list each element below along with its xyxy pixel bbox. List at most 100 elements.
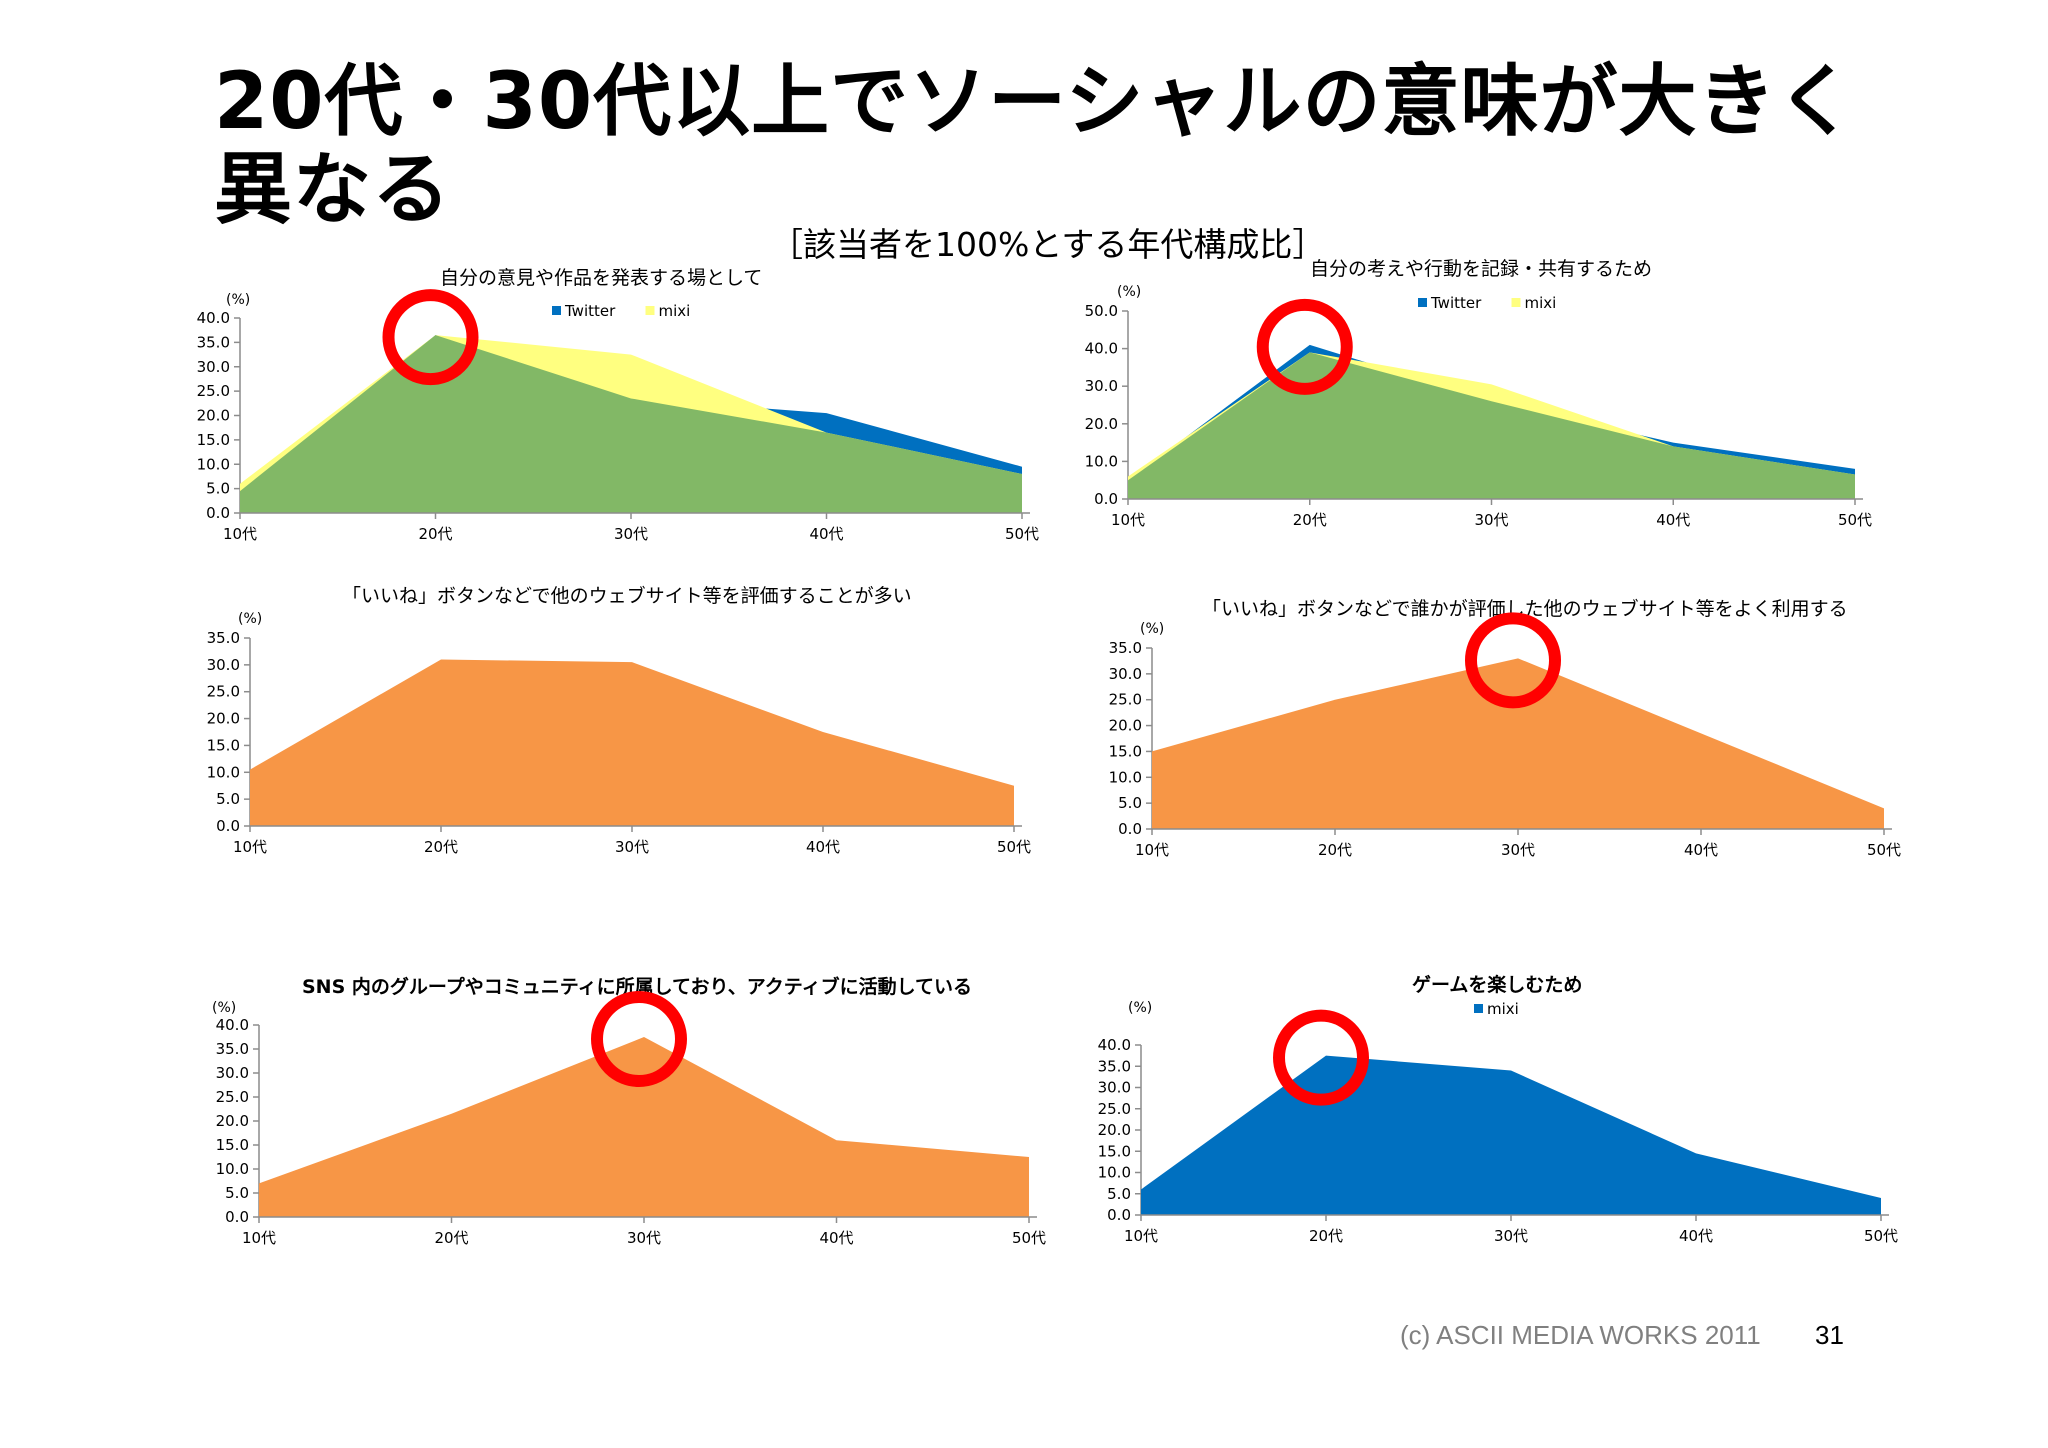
- legend-label: mixi: [1525, 294, 1557, 312]
- x-tick-label: 40代: [819, 1229, 853, 1247]
- x-tick-label: 10代: [1135, 841, 1169, 859]
- y-tick-label: 20.0: [1109, 717, 1142, 735]
- x-tick-label: 30代: [614, 525, 648, 543]
- y-tick-label: 35.0: [207, 629, 240, 647]
- legend-label: Twitter: [564, 302, 616, 320]
- y-tick-label: 25.0: [197, 382, 230, 400]
- x-tick-label: 10代: [223, 525, 257, 543]
- x-tick-label: 30代: [1501, 841, 1535, 859]
- highlight-circle: [1273, 1009, 1369, 1106]
- legend-swatch: [1474, 1004, 1483, 1013]
- footer-copyright: (c) ASCII MEDIA WORKS 2011: [1400, 1320, 1761, 1350]
- y-tick-label: 25.0: [216, 1088, 249, 1106]
- x-tick-label: 40代: [1656, 511, 1690, 529]
- x-tick-label: 40代: [809, 525, 843, 543]
- y-tick-label: 40.0: [1098, 1036, 1131, 1054]
- y-tick-label: 35.0: [216, 1040, 249, 1058]
- x-tick-label: 40代: [1684, 841, 1718, 859]
- x-tick-label: 30代: [627, 1229, 661, 1247]
- legend-swatch: [1511, 298, 1521, 307]
- chart-4-title: 「いいね」ボタンなどで誰かが評価した他のウェブサイト等をよく利用する: [1202, 598, 1848, 620]
- y-tick-label: 5.0: [206, 480, 230, 498]
- unit-label: (%): [212, 1000, 236, 1016]
- y-tick-label: 50.0: [1085, 302, 1118, 320]
- highlight-circle: [1256, 298, 1353, 395]
- y-tick-label: 0.0: [1094, 490, 1118, 508]
- y-tick-label: 20.0: [207, 710, 240, 728]
- unit-label: (%): [1128, 1000, 1152, 1016]
- unit-label: (%): [238, 611, 262, 627]
- x-tick-label: 40代: [1679, 1227, 1713, 1245]
- y-tick-label: 10.0: [207, 763, 240, 781]
- y-tick-label: 0.0: [1118, 820, 1142, 838]
- page-number: 31: [1815, 1320, 1844, 1350]
- y-tick-label: 40.0: [1085, 340, 1118, 358]
- y-tick-label: 40.0: [197, 309, 230, 327]
- y-tick-label: 30.0: [197, 358, 230, 376]
- y-tick-label: 15.0: [207, 736, 240, 754]
- y-tick-label: 25.0: [207, 683, 240, 701]
- y-tick-label: 20.0: [216, 1112, 249, 1130]
- highlight-circle: [1465, 612, 1561, 709]
- y-tick-label: 30.0: [1109, 665, 1142, 683]
- chart-5-title: SNS 内のグループやコミュニティに所属しており、アクティブに活動している: [302, 976, 973, 998]
- y-tick-label: 20.0: [197, 407, 230, 425]
- highlight-circle: [382, 289, 479, 386]
- y-tick-label: 15.0: [216, 1136, 249, 1154]
- y-tick-label: 5.0: [1107, 1185, 1131, 1203]
- area-series: [1141, 1055, 1881, 1215]
- y-tick-label: 5.0: [225, 1184, 249, 1202]
- x-tick-label: 10代: [1124, 1227, 1158, 1245]
- legend-label: mixi: [659, 302, 691, 320]
- x-tick-label: 40代: [806, 838, 840, 856]
- y-tick-label: 5.0: [1118, 794, 1142, 812]
- y-tick-label: 35.0: [1098, 1057, 1131, 1075]
- y-tick-label: 40.0: [216, 1016, 249, 1034]
- y-tick-label: 0.0: [1107, 1206, 1131, 1224]
- y-tick-label: 20.0: [1098, 1121, 1131, 1139]
- legend-label: mixi: [1487, 1000, 1519, 1018]
- legend-swatch: [645, 306, 655, 315]
- y-tick-label: 10.0: [216, 1160, 249, 1178]
- y-tick-label: 15.0: [197, 431, 230, 449]
- x-tick-label: 30代: [615, 838, 649, 856]
- y-tick-label: 15.0: [1098, 1142, 1131, 1160]
- x-tick-label: 10代: [1111, 511, 1145, 529]
- area-series: [250, 659, 1014, 826]
- y-tick-label: 15.0: [1109, 742, 1142, 760]
- chart-2-title: 自分の考えや行動を記録・共有するため: [1310, 258, 1653, 280]
- x-tick-label: 50代: [997, 838, 1031, 856]
- area-series: [1152, 658, 1884, 829]
- unit-label: (%): [1140, 621, 1164, 637]
- y-tick-label: 30.0: [1085, 377, 1118, 395]
- legend-label: Twitter: [1430, 294, 1482, 312]
- x-tick-label: 50代: [1012, 1229, 1046, 1247]
- x-tick-label: 20代: [424, 838, 458, 856]
- y-tick-label: 30.0: [216, 1064, 249, 1082]
- y-tick-label: 10.0: [1109, 768, 1142, 786]
- x-tick-label: 30代: [1494, 1227, 1528, 1245]
- y-tick-label: 10.0: [1085, 452, 1118, 470]
- y-tick-label: 30.0: [1098, 1079, 1131, 1097]
- slide-subtitle: ［該当者を100%とする年代構成比］: [770, 225, 1326, 264]
- x-tick-label: 50代: [1005, 525, 1039, 543]
- x-tick-label: 10代: [242, 1229, 276, 1247]
- x-tick-label: 50代: [1864, 1227, 1898, 1245]
- legend-swatch: [552, 306, 561, 315]
- y-tick-label: 20.0: [1085, 415, 1118, 433]
- y-tick-label: 10.0: [1098, 1164, 1131, 1182]
- legend-swatch: [1418, 298, 1427, 307]
- unit-label: (%): [1117, 284, 1141, 300]
- chart-6-title: ゲームを楽しむため: [1412, 974, 1583, 996]
- chart-1-title: 自分の意見や作品を発表する場として: [440, 267, 763, 289]
- x-tick-label: 10代: [233, 838, 267, 856]
- y-tick-label: 0.0: [225, 1208, 249, 1226]
- x-tick-label: 50代: [1838, 511, 1872, 529]
- y-tick-label: 35.0: [197, 333, 230, 351]
